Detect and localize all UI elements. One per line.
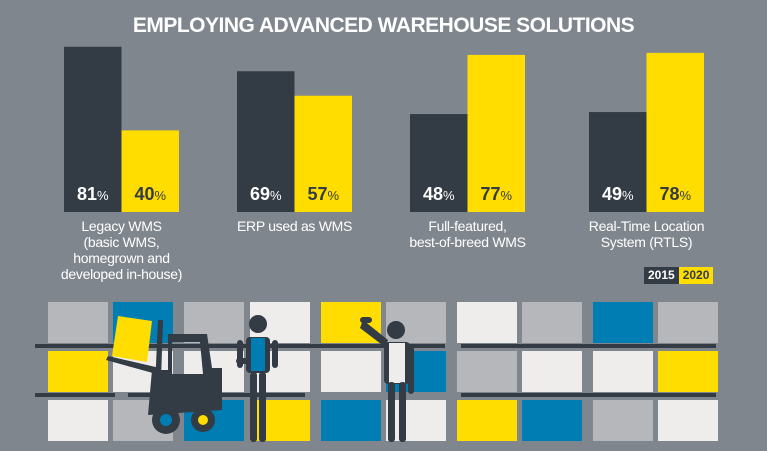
category-label: Real-Time Location System (RTLS) [562,218,732,250]
shelf-bar [128,344,305,348]
shelf-box [457,302,517,343]
category-label-line: System (RTLS) [600,234,693,250]
data-label: 49% [602,184,634,204]
category-label: ERP used as WMS [210,218,380,234]
data-label: 69% [250,184,282,204]
shelf-bar [461,344,716,348]
shelf-box [658,400,718,441]
shelf-box [48,400,108,441]
data-label: 77% [480,184,512,204]
bar-2015-3 [589,112,647,212]
shelf-box [522,351,582,392]
shelf-box [658,302,718,343]
shelf-bar [461,393,716,397]
shelf-box [48,351,108,392]
category-label-line: homegrown and [73,250,170,266]
shelf-box [321,351,381,392]
shelf-box [593,400,653,441]
bar-2020-3 [646,52,704,212]
shelf-box [593,302,653,343]
bar-2015-1 [237,71,295,213]
shelf-box [522,302,582,343]
shelf-bar [35,344,115,348]
data-label: 81% [77,184,109,204]
data-label: 48% [423,184,455,204]
bar-2015-0 [64,46,122,213]
shelf-box [658,351,718,392]
shelf-box [457,400,517,441]
shelf-box [593,351,653,392]
category-label-line: ERP used as WMS [236,218,353,234]
chart-title: EMPLOYING ADVANCED WAREHOUSE SOLUTIONS [132,14,635,37]
legend-2015: 2015 [644,267,679,284]
shelf-box [457,351,517,392]
category-label-line: best-of-breed WMS [409,234,526,250]
bar-chart: 81% 69% 48% 49% 40% 57% 77% 78% [64,46,704,213]
category-label-line: Legacy WMS [81,218,162,234]
shelf-box [386,400,446,441]
category-label-line: Full-featured, [428,218,507,234]
shelf-box [522,400,582,441]
shelf-bar [35,393,115,397]
legend-2020: 2020 [678,267,714,284]
shelf-bar [220,344,445,348]
worker-pointing-icon [360,317,414,442]
shelf-box [48,302,108,343]
category-label-line: Real-Time Location [588,218,705,234]
data-label: 57% [307,184,339,204]
bar-2015-2 [410,114,468,212]
data-label: 78% [659,184,691,204]
warehouse-illustration [35,302,718,442]
category-label-line: (basic WMS, [83,234,160,250]
bar-2020-2 [467,54,525,212]
category-label: Legacy WMS (basic WMS, homegrown and develo… [37,218,207,282]
worker-icon [236,315,278,442]
bar-2020-0 [121,130,179,212]
bar-2020-1 [294,95,352,212]
forklift-icon [106,316,222,434]
category-label: Full-featured, best-of-breed WMS [383,218,553,250]
data-label: 40% [134,184,166,204]
category-label-line: developed in-house) [60,266,183,282]
legend: 2015 2020 [644,267,714,284]
shelf-box [321,400,381,441]
